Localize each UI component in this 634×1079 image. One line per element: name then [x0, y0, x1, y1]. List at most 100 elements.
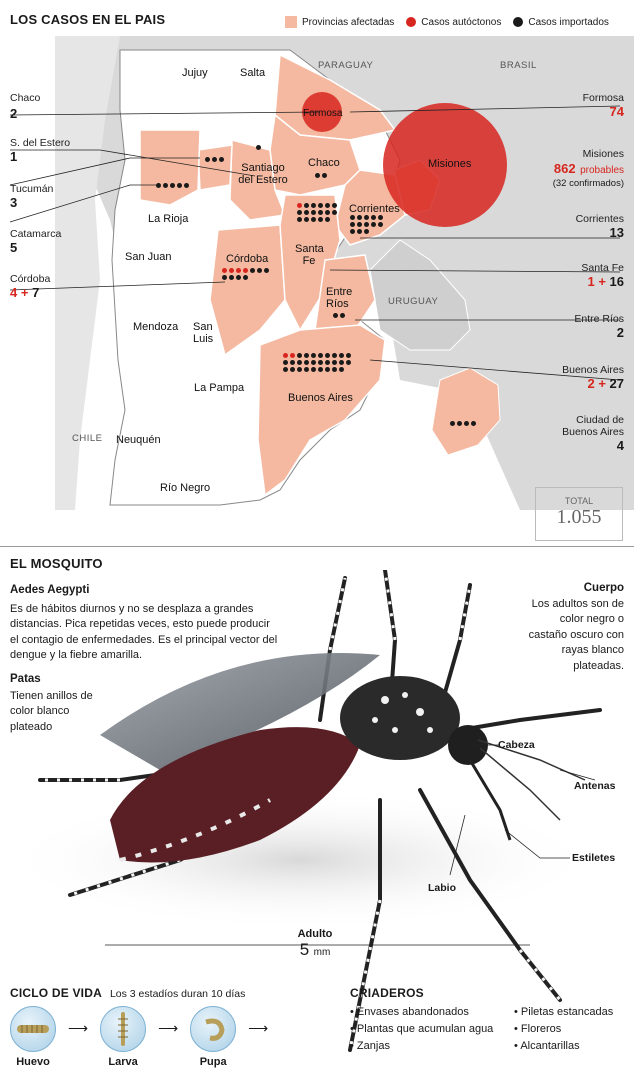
case-dot [297, 210, 302, 215]
right-entrerios-name: Entre Ríos [574, 313, 624, 325]
case-dot [318, 360, 323, 365]
case-dot-autoctono [222, 268, 227, 273]
right-santafe-imported: 16 [609, 274, 624, 289]
map-section: LOS CASOS EN EL PAIS Provincias afectada… [9, 12, 634, 541]
stage-huevo: Huevo [10, 1006, 56, 1068]
dots-santafe [297, 203, 337, 222]
right-formosa-auto: 74 [609, 104, 624, 119]
right-santafe-auto: 1 [587, 274, 595, 289]
criadero-label: Envases abandonados [356, 1006, 469, 1018]
left-catamarca-count: 5 [10, 240, 18, 255]
prov-santafe [279, 194, 341, 332]
prov-buenosaires [257, 324, 386, 497]
case-dot [304, 367, 309, 372]
right-misiones-confirmed: (32 confirmados) [552, 178, 624, 189]
case-dot [364, 229, 369, 234]
dots-buenosaires [283, 353, 351, 372]
right-santafe-counts: 1 + 16 [581, 274, 624, 289]
criadero-label: Floreros [520, 1023, 562, 1036]
case-dot [325, 367, 330, 372]
case-dot [332, 360, 337, 365]
case-dot [170, 183, 175, 188]
egg-icon [10, 1006, 56, 1052]
criadero-item: • Envases abandonados [350, 1006, 469, 1018]
case-dot [243, 275, 248, 280]
mosquito-illustration [0, 570, 602, 1052]
criaderos-col2: • Piletas estancadas • Floreros • Alcant… [514, 1004, 613, 1055]
left-list-chaco: Chaco 2 [10, 92, 40, 121]
right-list-buenosaires: Buenos Aires 2 + 27 [562, 364, 624, 391]
case-dot [257, 268, 262, 273]
case-dot-autoctono [297, 203, 302, 208]
section-divider [0, 546, 634, 547]
case-dot [297, 353, 302, 358]
country-chile: CHILE [72, 433, 103, 444]
arrow-icon: ⟶ [158, 1020, 179, 1036]
case-dot [450, 421, 455, 426]
case-dot [350, 215, 355, 220]
case-dot [318, 217, 323, 222]
country-paraguay: PARAGUAY [318, 60, 374, 71]
scale-unit: mm [313, 947, 331, 958]
left-chaco-count: 2 [10, 106, 18, 121]
autoctono-swatch [406, 17, 417, 27]
map-label-misiones: Misiones [428, 158, 472, 170]
case-dot [332, 367, 337, 372]
legend-autoctonos: Casos autóctonos [406, 16, 501, 28]
uruguay-shape [369, 239, 471, 351]
dots-caba [450, 421, 476, 426]
caba-inset [431, 367, 501, 456]
case-dot [315, 173, 320, 178]
map-legend: Provincias afectadas Casos autóctonos Ca… [285, 16, 609, 28]
map-label-mendoza: Mendoza [133, 321, 179, 333]
case-dot [350, 222, 355, 227]
case-dot [378, 215, 383, 220]
stage-pupa: Pupa [190, 1006, 237, 1068]
case-dot [364, 215, 369, 220]
part-labio: Labio [428, 882, 456, 894]
case-dot [325, 210, 330, 215]
stage-huevo-label: Huevo [16, 1056, 50, 1068]
case-dot [318, 353, 323, 358]
larva-icon [100, 1006, 147, 1052]
criadero-item: • Plantas que acumulan agua [350, 1023, 494, 1036]
leader-lines [9, 105, 621, 381]
right-list-corrientes: Corrientes 13 [576, 213, 624, 240]
case-dot [322, 173, 327, 178]
map-label-larioja: La Rioja [148, 213, 189, 225]
legend-affected-label: Provincias afectadas [302, 16, 395, 28]
map-label-corrientes: Corrientes [349, 203, 400, 215]
total-value: 1.055 [556, 506, 602, 528]
patas-title: Patas [10, 673, 41, 685]
case-dot [304, 217, 309, 222]
left-cordoba-counts: 4 + 7 [10, 285, 50, 300]
right-santafe-name: Santa Fe [581, 262, 624, 274]
case-dot [311, 353, 316, 358]
case-dot [290, 367, 295, 372]
dots-catamarca [156, 183, 189, 188]
dots-entrerios [333, 313, 345, 318]
case-dot [339, 360, 344, 365]
case-dot [304, 353, 309, 358]
case-dot [471, 421, 476, 426]
case-dot-autoctono [290, 353, 295, 358]
left-tucuman-name: Tucumán [10, 183, 54, 195]
country-brasil: BRASIL [500, 60, 537, 71]
case-dot [264, 268, 269, 273]
case-dot [177, 183, 182, 188]
criaderos-col1: • Envases abandonados • Plantas que acum… [350, 1004, 493, 1055]
case-dot [184, 183, 189, 188]
species-name: Aedes Aegypti [10, 584, 90, 596]
case-dot [339, 367, 344, 372]
case-dot [325, 360, 330, 365]
dots-santiago [256, 145, 261, 150]
legend-affected: Provincias afectadas [285, 16, 394, 28]
ciclo-subtitle: Los 3 estadíos duran 10 días [109, 988, 246, 1000]
scale-value-wrap: 5 mm [290, 940, 340, 960]
criaderos-title: CRIADEROS [350, 986, 424, 1000]
case-dot [229, 275, 234, 280]
left-cordoba-name: Córdoba [10, 273, 51, 285]
case-dot [311, 217, 316, 222]
case-dot [333, 313, 338, 318]
criadero-item: • Piletas estancadas [514, 1006, 614, 1018]
